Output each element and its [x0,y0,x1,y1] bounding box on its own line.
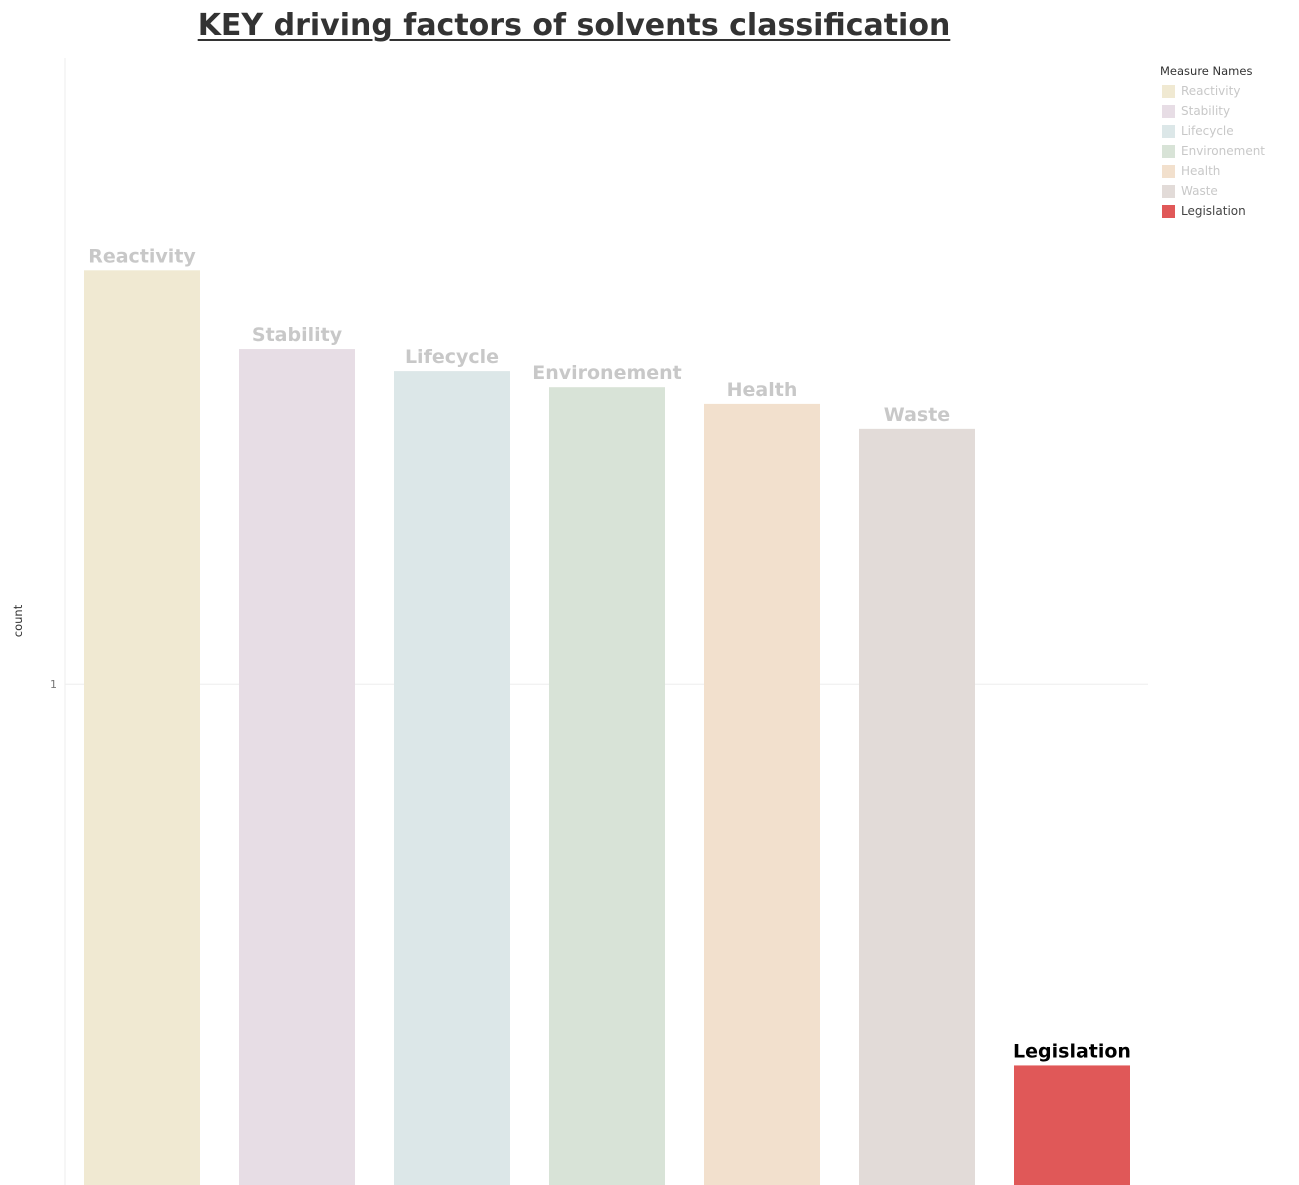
bar-label-stability: Stability [252,324,343,346]
bar-lifecycle [394,371,510,1185]
bar-label-legislation: Legislation [1013,1040,1131,1062]
y-axis-title: count [11,604,25,637]
bar-stability [239,349,355,1185]
bar-label-waste: Waste [884,404,950,426]
legend-label: Reactivity [1181,84,1241,98]
legend-item-lifecycle[interactable]: Lifecycle [1160,121,1295,141]
y-tick-label: 1 [50,678,57,691]
bar-label-health: Health [727,379,798,401]
bar-reactivity [84,270,200,1185]
legend-swatch [1162,124,1175,138]
legend: Measure Names Reactivity Stability Lifecyc… [1160,64,1295,221]
legend-label: Waste [1181,184,1218,198]
bar-label-environement: Environement [532,362,682,384]
legend-label: Lifecycle [1181,124,1234,138]
chart-title: KEY driving factors of solvents classifi… [197,8,951,43]
bar-waste [859,428,975,1185]
legend-swatch [1162,84,1175,98]
legend-swatch [1162,104,1175,118]
legend-label: Environement [1181,144,1266,158]
legend-item-environement[interactable]: Environement [1160,141,1295,161]
legend-item-stability[interactable]: Stability [1160,101,1295,121]
legend-items: Reactivity Stability Lifecycle Environement… [1160,81,1295,221]
legend-swatch [1162,164,1175,178]
legend-title: Measure Names [1160,64,1253,78]
legend-item-waste[interactable]: Waste [1160,181,1295,201]
legend-swatch [1162,204,1175,218]
bar-legislation [1014,1065,1130,1185]
bar-environement [549,387,665,1185]
bar-label-reactivity: Reactivity [88,245,196,267]
legend-item-reactivity[interactable]: Reactivity [1160,81,1295,101]
bar-chart: 1 count Reactivity Stability Lifecycle Enviro… [11,58,1148,1185]
legend-item-legislation[interactable]: Legislation [1160,201,1295,221]
bar-health [704,403,820,1185]
bar-label-lifecycle: Lifecycle [405,346,499,368]
legend-swatch [1162,144,1175,158]
legend-label: Health [1181,164,1221,178]
legend-swatch [1162,184,1175,198]
legend-label: Legislation [1181,204,1246,218]
legend-label: Stability [1181,104,1231,118]
legend-item-health[interactable]: Health [1160,161,1295,181]
